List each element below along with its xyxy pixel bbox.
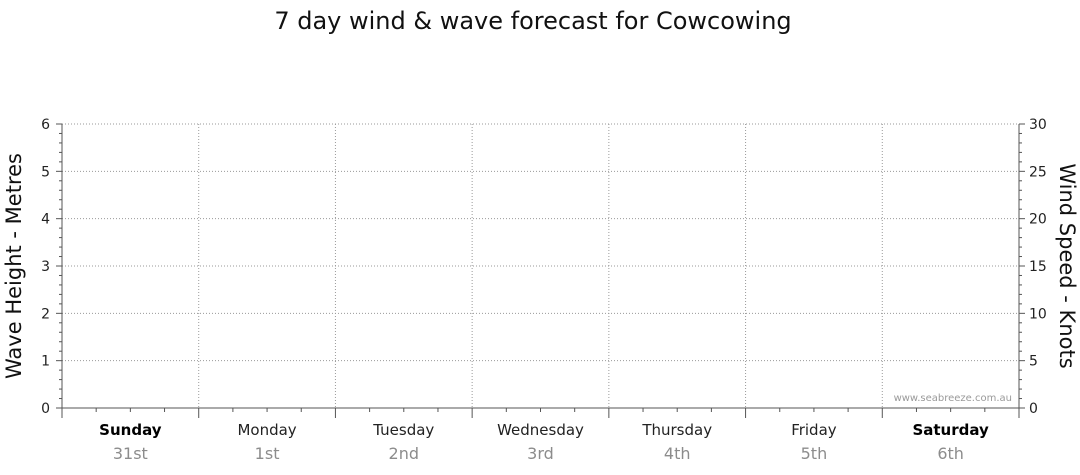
day-labels: Sunday 31st Monday 1st Tuesday 2nd Wednesday 3r… [99, 421, 989, 463]
left-tick-label: 1 [41, 354, 50, 370]
day-date-label: 6th [937, 444, 964, 463]
left-tick-label: 0 [41, 401, 50, 417]
left-tick-label: 3 [41, 259, 50, 275]
right-axis-title: Wind Speed - Knots [1055, 163, 1079, 368]
left-axis-ticks: 0 1 2 3 4 5 6 [41, 117, 62, 417]
day-date-label: 3rd [527, 444, 554, 463]
right-axis-ticks: 0 5 10 15 20 25 30 [1019, 117, 1047, 417]
left-tick-label: 6 [41, 117, 50, 133]
left-tick-label: 5 [41, 164, 50, 180]
day-name-label: Sunday [99, 421, 162, 439]
right-tick-label: 10 [1029, 306, 1047, 322]
right-tick-label: 5 [1029, 354, 1038, 370]
axes [61, 124, 1020, 418]
day-name-label: Saturday [912, 421, 989, 439]
day-name-label: Tuesday [372, 421, 434, 439]
day-name-label: Friday [791, 421, 837, 439]
grid [62, 123, 1019, 408]
left-axis-title: Wave Height - Metres [2, 153, 26, 379]
right-tick-label: 20 [1029, 212, 1047, 228]
day-date-label: 1st [255, 444, 280, 463]
day-date-label: 2nd [389, 444, 419, 463]
day-name-label: Monday [237, 421, 296, 439]
right-tick-label: 25 [1029, 164, 1047, 180]
day-date-label: 5th [801, 444, 828, 463]
day-date-label: 31st [113, 444, 148, 463]
day-name-label: Thursday [641, 421, 712, 439]
chart-title: 7 day wind & wave forecast for Cowcowing [274, 7, 791, 35]
watermark: www.seabreeze.com.au [894, 393, 1012, 404]
left-tick-label: 2 [41, 306, 50, 322]
right-tick-label: 0 [1029, 401, 1038, 417]
day-date-label: 4th [664, 444, 691, 463]
left-tick-label: 4 [41, 212, 50, 228]
right-tick-label: 30 [1029, 117, 1047, 133]
right-tick-label: 15 [1029, 259, 1047, 275]
day-name-label: Wednesday [497, 421, 584, 439]
